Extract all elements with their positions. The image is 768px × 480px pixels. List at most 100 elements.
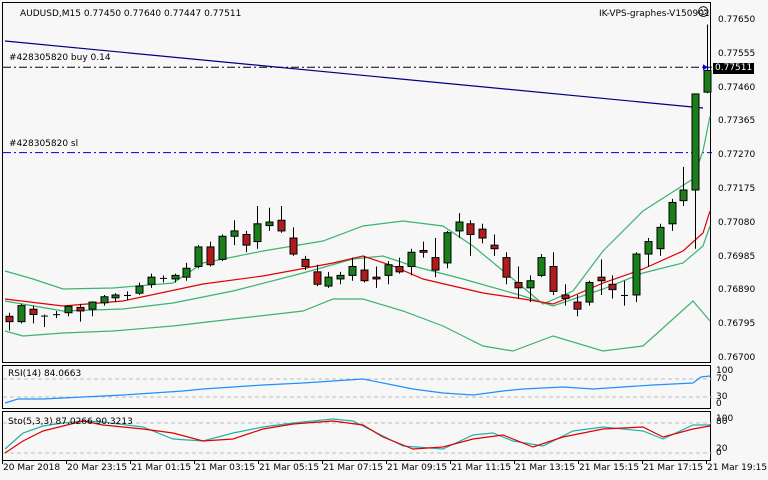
candle <box>526 275 535 303</box>
price-tick-label: 0.77175 <box>718 184 756 194</box>
candle <box>691 93 700 249</box>
time-tick <box>706 460 707 464</box>
price-tick-label: 0.77555 <box>718 48 756 59</box>
time-tick-label: 20 Mar 23:15 <box>67 463 128 473</box>
candle <box>124 291 131 301</box>
price-tick-label: 0.77270 <box>718 150 756 161</box>
candle <box>656 223 665 256</box>
time-tick <box>2 460 3 464</box>
time-tick-label: 21 Mar 11:15 <box>451 463 512 473</box>
candle <box>265 207 274 231</box>
candle <box>703 24 712 94</box>
symbol-header: AUDUSD,M15 0.77450 0.77640 0.77447 0.775… <box>20 9 242 19</box>
price-tick-label: 0.77460 <box>718 82 756 93</box>
rsi-level-0: 0 <box>716 399 722 409</box>
stochastic-signal-line <box>4 420 711 454</box>
candle <box>621 280 628 306</box>
bollinger-middle-band <box>4 225 711 312</box>
fast-moving-average <box>4 210 711 307</box>
time-tick-label: 21 Mar 17:15 <box>643 463 704 473</box>
time-tick-label: 21 Mar 05:15 <box>259 463 320 473</box>
rsi-level-70: 70 <box>716 374 728 384</box>
candle <box>324 271 333 288</box>
stochastic-label: Sto(5,3,3) 87.0266 90.3213 <box>8 417 133 427</box>
time-tick-label: 21 Mar 15:15 <box>579 463 640 473</box>
price-tick-label: 0.77650 <box>718 15 756 25</box>
time-tick <box>578 460 579 464</box>
buy-order-label: #428305820 buy 0.14 <box>9 53 111 63</box>
candle <box>419 241 428 258</box>
current-price-tag: 0.77511 <box>713 63 755 74</box>
sto-level-100: 100 <box>716 414 734 424</box>
candle <box>608 275 617 299</box>
candle <box>41 314 48 327</box>
time-tick <box>450 460 451 464</box>
candle <box>100 294 109 306</box>
sto-level-80: 80 <box>716 417 728 427</box>
candle <box>194 245 203 269</box>
time-tick <box>66 460 67 464</box>
candle <box>289 227 298 256</box>
candle <box>597 259 606 295</box>
bollinger-lower-band <box>4 298 711 352</box>
candle <box>431 238 440 278</box>
candle <box>668 198 677 231</box>
candle <box>301 255 310 271</box>
slow-moving-average <box>4 40 704 109</box>
time-tick <box>130 460 131 464</box>
candle <box>644 238 653 267</box>
candle <box>478 223 487 244</box>
price-chart-panel[interactable]: AUDUSD,M15 0.77450 0.77640 0.77447 0.775… <box>2 2 712 363</box>
order-arrow-icon <box>703 64 708 71</box>
candle <box>147 273 156 288</box>
candle <box>29 305 38 324</box>
time-tick-label: 21 Mar 09:15 <box>387 463 448 473</box>
time-tick <box>642 460 643 464</box>
candle <box>384 261 393 285</box>
candle <box>348 257 357 281</box>
candle <box>407 248 416 276</box>
candle <box>585 280 594 306</box>
stochastic-panel[interactable]: Sto(5,3,3) 87.0266 90.3213 <box>2 411 712 461</box>
sto-level-20: 20 <box>716 444 728 454</box>
time-tick-label: 21 Mar 07:15 <box>323 463 384 473</box>
candle <box>206 241 215 267</box>
candle <box>514 266 523 299</box>
candle <box>111 293 120 303</box>
candle <box>76 303 85 322</box>
candle <box>573 294 582 317</box>
candle <box>253 206 262 249</box>
rsi-level-100: 100 <box>716 366 734 376</box>
price-tick-label: 0.76985 <box>718 251 756 262</box>
candle <box>561 284 570 306</box>
candle <box>277 206 286 233</box>
candle <box>549 252 558 295</box>
time-tick-label: 21 Mar 03:15 <box>195 463 256 473</box>
candle <box>360 255 369 283</box>
time-tick <box>194 460 195 464</box>
candle <box>679 166 688 207</box>
price-tick-label: 0.76700 <box>718 353 756 363</box>
candle <box>313 264 322 287</box>
candle <box>88 301 97 317</box>
vps-label: IK-VPS-graphes-V150901 <box>599 9 710 19</box>
time-tick-label: 20 Mar 2018 <box>3 463 61 473</box>
candlestick-chart <box>3 24 712 352</box>
stop-loss-label: #428305820 sl <box>9 139 79 149</box>
candle <box>17 303 26 324</box>
candle <box>160 275 167 283</box>
candle <box>5 312 14 331</box>
candle <box>182 262 191 281</box>
stochastic-main-line <box>4 418 710 450</box>
candle <box>455 213 464 239</box>
price-tick-label: 0.76890 <box>718 285 756 296</box>
time-tick <box>322 460 323 464</box>
candle <box>632 252 641 303</box>
rsi-panel[interactable]: RSI(14) 84.0663 <box>2 365 712 409</box>
time-tick <box>514 460 515 464</box>
price-tick-label: 0.76795 <box>718 319 756 330</box>
candle <box>171 273 180 283</box>
time-tick <box>258 460 259 464</box>
candle <box>135 282 144 295</box>
price-tick-label: 0.77365 <box>718 116 756 127</box>
